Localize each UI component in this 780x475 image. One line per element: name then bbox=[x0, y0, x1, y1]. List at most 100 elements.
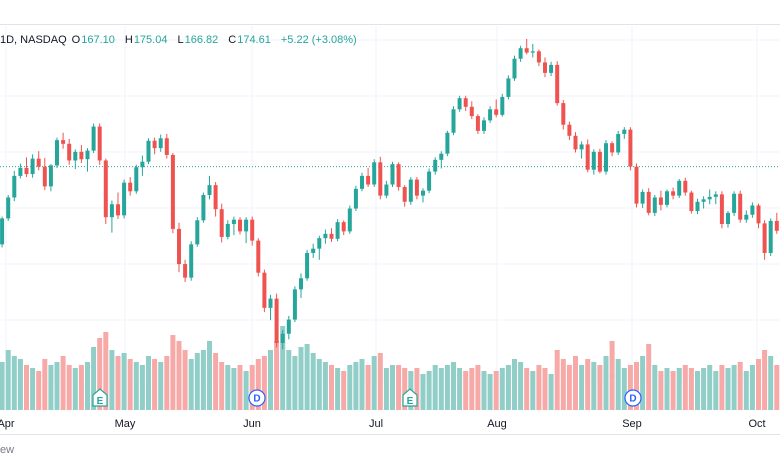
candle-body bbox=[677, 180, 682, 196]
volume-bar bbox=[121, 353, 127, 410]
candle-body bbox=[317, 238, 322, 249]
volume-bar bbox=[48, 365, 54, 410]
volume-bar bbox=[737, 362, 743, 410]
x-tick-label: Apr bbox=[0, 418, 15, 430]
candle-body bbox=[469, 106, 474, 117]
candle-body bbox=[79, 151, 84, 160]
volume-bar bbox=[469, 368, 475, 410]
candle-body bbox=[402, 186, 407, 202]
volume-bar bbox=[200, 350, 206, 410]
volume-bar bbox=[30, 368, 36, 410]
candle-body bbox=[768, 220, 773, 253]
volume-bar bbox=[310, 353, 316, 410]
top-divider bbox=[0, 24, 780, 25]
candle-body bbox=[67, 143, 72, 161]
candle-body bbox=[756, 205, 761, 224]
volume-bar bbox=[17, 359, 23, 410]
volume-bar bbox=[609, 341, 615, 410]
volume-bar bbox=[743, 371, 749, 410]
volume-bar bbox=[188, 359, 194, 410]
volume-bar bbox=[329, 365, 334, 410]
volume-bar bbox=[139, 365, 145, 410]
candle-body bbox=[128, 182, 133, 192]
candle-body bbox=[390, 164, 395, 185]
volume-bar bbox=[219, 362, 225, 410]
volume-bar bbox=[97, 338, 103, 410]
volume-bar bbox=[261, 356, 267, 410]
volume-bar bbox=[115, 356, 121, 410]
volume-bar bbox=[365, 365, 371, 410]
volume-bar bbox=[268, 350, 273, 410]
candle-body bbox=[231, 219, 236, 224]
candle-body bbox=[353, 188, 358, 209]
volume-bar bbox=[646, 344, 652, 410]
volume-bar bbox=[627, 365, 633, 410]
candle-body bbox=[268, 298, 273, 308]
candle-body bbox=[488, 109, 493, 121]
candle-body bbox=[475, 116, 480, 131]
candle-body bbox=[244, 219, 249, 232]
candle-body bbox=[122, 182, 127, 216]
candle-body bbox=[256, 240, 261, 273]
candle-body bbox=[524, 48, 529, 53]
volume-bar bbox=[78, 365, 84, 410]
candle-body bbox=[652, 197, 657, 213]
volume-bar bbox=[170, 335, 176, 410]
candle-body bbox=[439, 153, 444, 160]
volume-bar bbox=[621, 368, 627, 410]
candle-body bbox=[719, 194, 724, 224]
candle-body bbox=[665, 191, 669, 205]
volume-bar bbox=[438, 368, 444, 410]
volume-bar bbox=[548, 374, 554, 410]
change-value: +5.22 (+3.08%) bbox=[280, 34, 357, 46]
candle-body bbox=[579, 144, 584, 150]
candle-body bbox=[762, 223, 767, 253]
candle-body bbox=[341, 222, 346, 232]
candle-body bbox=[707, 196, 712, 200]
candle-body bbox=[536, 51, 541, 63]
candle-body bbox=[286, 319, 291, 334]
volume-bar bbox=[292, 356, 298, 410]
candle-body bbox=[36, 158, 41, 167]
volume-bar bbox=[615, 359, 621, 410]
volume-bar bbox=[371, 356, 377, 410]
candle-body bbox=[18, 167, 23, 176]
volume-bar bbox=[713, 371, 719, 410]
footer-text: ew bbox=[0, 444, 15, 456]
low-label: L bbox=[177, 34, 184, 46]
volume-bar bbox=[597, 365, 603, 410]
volume-bar bbox=[579, 365, 585, 410]
x-tick-label: May bbox=[115, 418, 136, 430]
volume-bar bbox=[505, 365, 511, 410]
candle-body bbox=[726, 212, 730, 224]
candle-body bbox=[311, 248, 316, 253]
earnings-marker bbox=[402, 388, 418, 407]
volume-bar bbox=[768, 356, 774, 410]
candle-body bbox=[457, 98, 462, 110]
volume-bar bbox=[530, 371, 536, 410]
candle-body bbox=[774, 220, 779, 231]
volume-bar bbox=[542, 368, 548, 410]
x-tick-label: Jul bbox=[369, 418, 383, 430]
open-value: 167.10 bbox=[81, 34, 115, 46]
candle-body bbox=[12, 175, 17, 198]
candle-body bbox=[360, 175, 364, 189]
volume-bar bbox=[688, 368, 694, 410]
volume-bar bbox=[91, 347, 97, 410]
volume-bar bbox=[463, 371, 469, 410]
candle-body bbox=[189, 244, 194, 278]
volume-bar bbox=[359, 359, 365, 410]
volume-bar bbox=[603, 356, 609, 410]
candle-body bbox=[610, 143, 615, 153]
volume-bar bbox=[85, 362, 90, 410]
volume-bar bbox=[591, 362, 597, 410]
volume-bar bbox=[42, 359, 48, 410]
candle-body bbox=[421, 190, 425, 196]
volume-bar bbox=[249, 365, 255, 410]
volume-bar bbox=[377, 353, 383, 410]
volume-bar bbox=[54, 362, 60, 410]
candle-body bbox=[567, 124, 572, 136]
earnings-marker-label: E bbox=[97, 396, 104, 407]
